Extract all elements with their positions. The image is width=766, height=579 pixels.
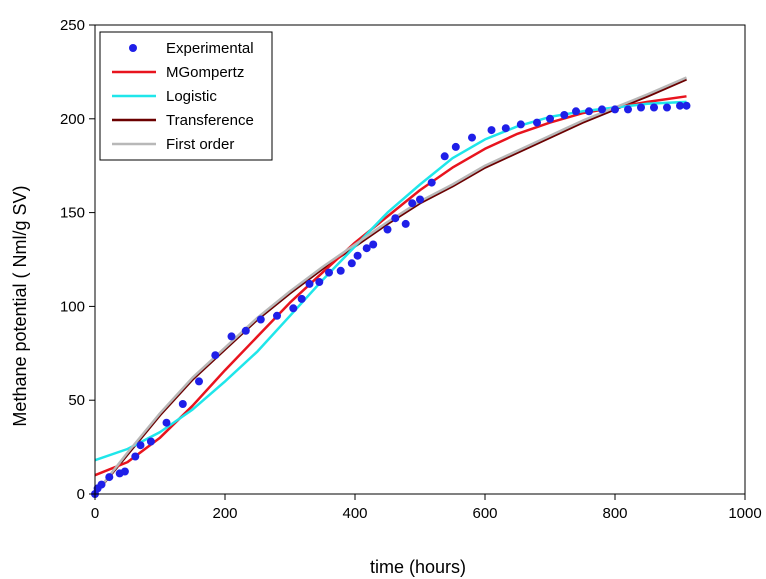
series-line-first-order: [94, 76, 687, 495]
data-point: [440, 152, 449, 161]
data-point: [362, 244, 371, 253]
data-point: [637, 103, 645, 112]
data-point: [383, 225, 392, 234]
x-tick-label: 1000: [728, 505, 761, 522]
data-point: [105, 473, 114, 482]
data-point: [227, 332, 236, 341]
data-point: [572, 107, 580, 116]
data-point: [325, 268, 333, 277]
data-point: [533, 118, 541, 127]
data-point: [663, 103, 671, 112]
legend-label-first-order: First order: [166, 136, 234, 153]
data-point: [146, 437, 155, 446]
data-point: [162, 418, 171, 427]
y-tick-label: 100: [60, 298, 85, 315]
data-point: [598, 105, 606, 114]
legend-label-mgompertz: MGompertz: [166, 64, 244, 81]
data-point: [211, 351, 220, 360]
data-point: [560, 111, 569, 119]
legend-items: Experimental MGompertz Logistic Transferenc…: [112, 40, 254, 153]
data-point: [451, 142, 460, 151]
data-point: [516, 120, 525, 129]
data-point: [131, 452, 140, 461]
data-point: [347, 259, 356, 268]
data-point: [624, 105, 632, 114]
data-point: [273, 311, 281, 320]
x-tick-label: 600: [472, 505, 497, 522]
data-point: [136, 441, 145, 450]
axes-layer: 0 200 400 600 800 1000 0 50 100 150 200 250: [60, 17, 762, 522]
y-tick-label: 50: [68, 392, 85, 409]
data-point: [120, 467, 129, 476]
data-point: [487, 126, 496, 135]
data-point: [391, 214, 400, 223]
data-point: [611, 105, 619, 114]
series-line-transference: [94, 78, 687, 495]
x-tick-label: 0: [91, 505, 99, 522]
x-tick-label: 800: [602, 505, 627, 522]
data-point: [353, 251, 362, 260]
data-point: [682, 101, 691, 110]
curve-layer: [94, 76, 687, 495]
x-axis-title: time (hours): [370, 557, 466, 577]
data-point: [256, 315, 265, 324]
y-tick-label: 200: [60, 111, 85, 128]
legend-label-logistic: Logistic: [166, 88, 217, 105]
y-tick-label: 0: [77, 486, 85, 503]
data-point: [241, 326, 250, 335]
data-point: [427, 178, 436, 187]
data-point: [336, 266, 345, 275]
data-point: [650, 103, 658, 112]
y-axis-title: Methane potential ( Nml/g SV): [10, 185, 30, 426]
data-point: [546, 114, 554, 123]
data-point: [195, 377, 203, 386]
legend: Experimental MGompertz Logistic Transferenc…: [99, 31, 273, 161]
series-line-mgompertz: [94, 95, 687, 477]
plot-frame: [94, 24, 746, 495]
data-point: [408, 199, 417, 208]
x-tick-label: 400: [342, 505, 367, 522]
data-point: [315, 278, 324, 286]
data-point: [97, 480, 106, 489]
y-tick-label: 150: [60, 205, 85, 222]
data-point: [178, 400, 187, 408]
series-line-logistic: [94, 100, 687, 462]
data-point: [369, 240, 378, 249]
data-point: [297, 294, 306, 303]
data-point: [401, 219, 410, 228]
data-point: [501, 124, 510, 133]
data-point: [416, 195, 424, 204]
data-point: [585, 107, 593, 116]
legend-marker-experimental: [129, 44, 137, 52]
data-point: [289, 304, 298, 313]
y-tick-label: 250: [60, 17, 85, 34]
data-point: [468, 133, 476, 142]
legend-label-experimental: Experimental: [166, 40, 254, 57]
x-tick-label: 200: [212, 505, 237, 522]
legend-label-transference: Transference: [166, 112, 254, 129]
data-point: [676, 101, 684, 110]
data-point: [305, 279, 314, 288]
point-layer: [91, 101, 691, 498]
